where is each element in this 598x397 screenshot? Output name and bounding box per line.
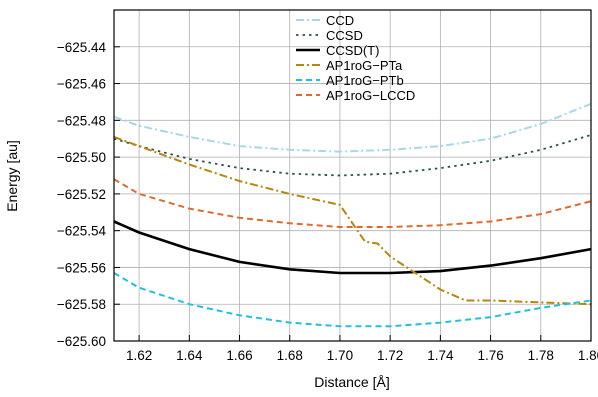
series-line-0 bbox=[113, 102, 592, 153]
legend-label-1: CCSD bbox=[326, 28, 363, 43]
grid bbox=[114, 10, 592, 341]
series-lines bbox=[113, 102, 592, 328]
y-tick-label: −625.60 bbox=[57, 334, 106, 349]
y-tick-label: −625.46 bbox=[57, 77, 106, 92]
series-line-3 bbox=[113, 135, 592, 306]
legend: CCDCCSDCCSD(T)AP1roG−PTaAP1roG−PTbAP1roG… bbox=[296, 13, 415, 103]
x-tick-label: 1.68 bbox=[277, 348, 303, 363]
x-tick-label: 1.76 bbox=[477, 348, 503, 363]
y-tick-label: −625.58 bbox=[57, 297, 106, 312]
ticks: 1.62 1.64 1.66 1.68 1.70 1.72 1.74 1.76 1.78 1.80… bbox=[57, 40, 598, 363]
x-tick-label: 1.72 bbox=[377, 348, 403, 363]
plot-frame bbox=[113, 9, 592, 342]
y-tick-label: −625.52 bbox=[57, 187, 106, 202]
x-tick-label: 1.78 bbox=[528, 348, 554, 363]
x-tick-label: 1.66 bbox=[226, 348, 252, 363]
x-tick-label: 1.64 bbox=[176, 348, 203, 363]
x-tick-label: 1.74 bbox=[427, 348, 454, 363]
x-tick-label: 1.70 bbox=[327, 348, 353, 363]
x-axis-label: Distance [Å] bbox=[314, 374, 389, 390]
y-tick-label: −625.50 bbox=[57, 150, 106, 165]
y-tick-label: −625.54 bbox=[57, 224, 107, 239]
y-axis-label: Energy [au] bbox=[4, 140, 20, 212]
legend-label-3: AP1roG−PTa bbox=[326, 58, 403, 73]
series-line-2 bbox=[113, 220, 592, 275]
y-tick-label: −625.56 bbox=[57, 260, 106, 275]
legend-label-5: AP1roG−LCCD bbox=[326, 88, 415, 103]
x-tick-label: 1.80 bbox=[578, 348, 598, 363]
y-tick-label: −625.44 bbox=[57, 40, 107, 55]
series-line-4 bbox=[113, 272, 592, 328]
x-tick-label: 1.62 bbox=[126, 348, 152, 363]
legend-label-2: CCSD(T) bbox=[326, 43, 379, 58]
series-line-1 bbox=[113, 134, 592, 177]
legend-label-4: AP1roG−PTb bbox=[326, 73, 404, 88]
legend-label-0: CCD bbox=[326, 13, 354, 28]
series-line-5 bbox=[113, 178, 592, 228]
y-tick-label: −625.48 bbox=[57, 113, 106, 128]
